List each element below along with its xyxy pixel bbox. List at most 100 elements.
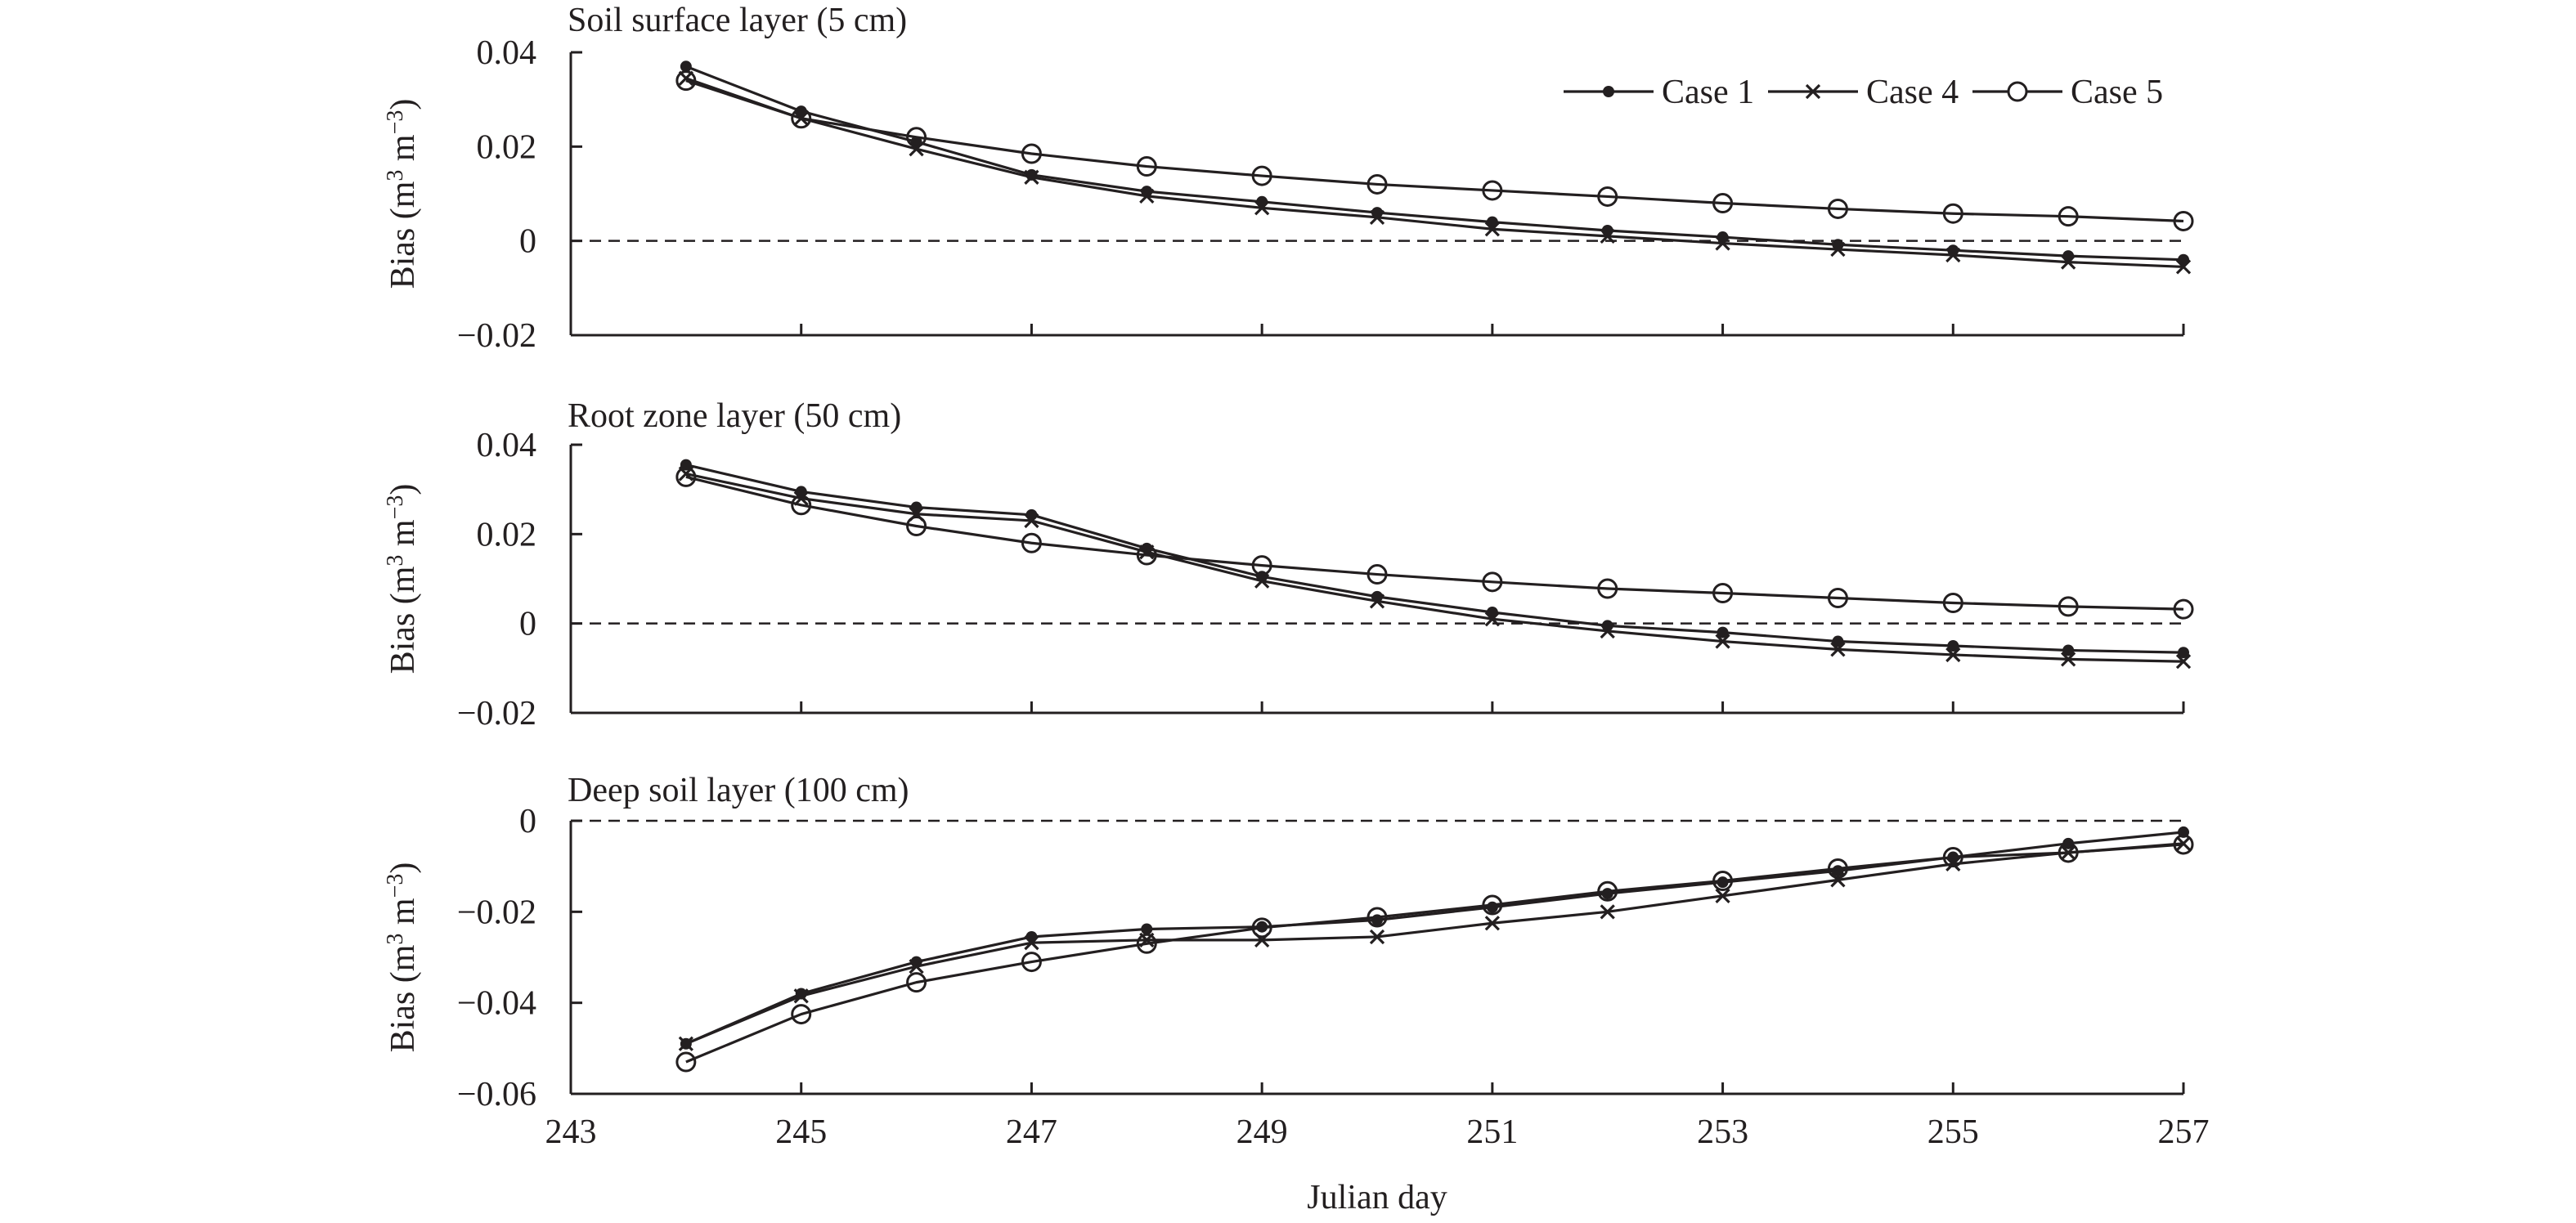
data-point-case-4 bbox=[1369, 594, 1385, 609]
data-point-case-5 bbox=[1482, 894, 1503, 916]
data-point-case-1 bbox=[2178, 647, 2189, 659]
x-tick-label: 257 bbox=[2158, 1113, 2210, 1151]
data-point-case-5 bbox=[1712, 193, 1734, 214]
data-point-case-5 bbox=[2173, 598, 2194, 620]
data-point-case-5 bbox=[1367, 907, 1388, 928]
series-line-case-5 bbox=[685, 79, 2184, 223]
legend-marker bbox=[1805, 83, 1821, 100]
data-point-case-4 bbox=[1715, 235, 1730, 251]
panel-title: Deep soil layer (100 cm) bbox=[568, 772, 909, 809]
data-point-case-5 bbox=[675, 1051, 697, 1073]
y-axis-title-text: m bbox=[384, 519, 422, 555]
y-tick-label: 0 bbox=[519, 803, 536, 840]
data-point-case-5 bbox=[906, 127, 927, 148]
y-axis-title-superscript: 3 bbox=[383, 170, 408, 181]
data-point-case-1 bbox=[1947, 640, 1959, 652]
data-point-case-4 bbox=[1715, 634, 1730, 649]
data-point-case-5 bbox=[1827, 198, 1848, 219]
data-point-case-4 bbox=[1600, 623, 1615, 639]
x-tick-label: 249 bbox=[1236, 1113, 1288, 1151]
data-point-case-4 bbox=[1139, 188, 1155, 204]
data-point-case-1 bbox=[2062, 644, 2075, 656]
data-point-case-1 bbox=[680, 60, 692, 73]
data-point-case-1 bbox=[1256, 195, 1268, 208]
y-axis-title-superscript: −3 bbox=[383, 874, 408, 898]
data-point-case-1 bbox=[1717, 626, 1729, 638]
data-point-case-5 bbox=[1367, 564, 1388, 585]
y-tick-label: −0.02 bbox=[457, 894, 536, 931]
data-point-case-4 bbox=[1024, 169, 1039, 185]
y-tick-label: −0.02 bbox=[457, 317, 536, 355]
y-axis-title-text: Bias (m bbox=[384, 944, 422, 1052]
data-point-case-4 bbox=[1024, 513, 1039, 529]
data-point-case-5 bbox=[2058, 842, 2079, 863]
x-tick-label: 253 bbox=[1697, 1113, 1748, 1151]
data-point-case-4 bbox=[2061, 254, 2076, 270]
data-point-case-5 bbox=[1136, 156, 1157, 177]
data-point-case-5 bbox=[1827, 588, 1848, 609]
data-point-case-5 bbox=[1367, 173, 1388, 195]
data-point-case-4 bbox=[2061, 652, 2076, 667]
y-axis-title-superscript: 3 bbox=[383, 934, 408, 945]
panel-3: Deep soil layer (100 cm) −0.06 −0.04 −0.02 0… bbox=[383, 772, 2210, 1216]
x-tick-label: 245 bbox=[775, 1113, 827, 1151]
panel-title: Root zone layer (50 cm) bbox=[568, 397, 901, 435]
data-point-case-4 bbox=[1830, 642, 1846, 657]
series-line-case-1 bbox=[685, 65, 2184, 262]
x-axis-title: Julian day bbox=[1307, 1179, 1447, 1216]
series-line-case-5 bbox=[685, 475, 2184, 611]
data-point-case-5 bbox=[2058, 206, 2079, 227]
series-line-case-4 bbox=[685, 472, 2184, 663]
data-point-case-5 bbox=[1597, 578, 1618, 599]
data-point-case-4 bbox=[1600, 228, 1615, 244]
data-point-case-5 bbox=[1251, 165, 1272, 186]
y-axis-title-superscript: −3 bbox=[383, 110, 408, 135]
data-point-case-1 bbox=[1832, 635, 1844, 647]
y-tick-label: 0.02 bbox=[477, 128, 537, 166]
data-point-case-1 bbox=[1717, 231, 1729, 244]
data-point-case-4 bbox=[1945, 647, 1961, 663]
data-point-case-4 bbox=[1254, 573, 1270, 589]
legend-marker bbox=[2007, 81, 2028, 102]
data-point-case-5 bbox=[1597, 880, 1618, 902]
data-point-case-5 bbox=[1021, 143, 1042, 164]
data-point-case-4 bbox=[2175, 654, 2192, 670]
data-point-case-5 bbox=[2058, 596, 2079, 617]
data-point-case-4 bbox=[1484, 612, 1500, 627]
x-tick-label: 251 bbox=[1466, 1113, 1518, 1151]
y-axis-title-text: Bias (m bbox=[384, 181, 422, 289]
data-point-case-4 bbox=[2175, 259, 2192, 275]
y-axis-title-superscript: 3 bbox=[383, 555, 408, 567]
data-point-case-4 bbox=[909, 958, 924, 974]
y-tick-label: −0.02 bbox=[457, 695, 536, 732]
data-point-case-1 bbox=[1141, 923, 1153, 935]
y-axis-title: Bias (m3 m−3) bbox=[383, 99, 422, 289]
data-point-case-4 bbox=[2175, 835, 2192, 851]
y-axis-title-text: m bbox=[384, 134, 422, 170]
series-line-case-4 bbox=[685, 842, 2184, 1046]
data-point-case-4 bbox=[1600, 904, 1615, 920]
data-point-case-4 bbox=[1369, 929, 1385, 945]
data-point-case-5 bbox=[1251, 555, 1272, 576]
data-point-case-5 bbox=[906, 515, 927, 536]
y-tick-label: −0.06 bbox=[457, 1076, 536, 1113]
legend-label: Case 1 bbox=[1662, 74, 1754, 111]
x-tick-label: 243 bbox=[545, 1113, 597, 1151]
data-point-case-5 bbox=[675, 466, 697, 487]
data-point-case-4 bbox=[1484, 916, 1500, 931]
data-point-case-5 bbox=[2173, 834, 2194, 855]
data-point-case-5 bbox=[1597, 186, 1618, 207]
data-point-case-1 bbox=[2062, 250, 2075, 262]
data-point-case-5 bbox=[1942, 847, 1963, 868]
data-point-case-4 bbox=[1369, 209, 1385, 225]
data-point-case-4 bbox=[1715, 888, 1730, 903]
y-axis-title: Bias (m3 m−3) bbox=[383, 484, 422, 674]
data-point-case-5 bbox=[1136, 933, 1157, 954]
y-tick-label: 0.02 bbox=[477, 516, 537, 553]
data-point-case-4 bbox=[793, 988, 809, 1004]
data-point-case-5 bbox=[1942, 203, 1963, 224]
y-axis-title-superscript: −3 bbox=[383, 495, 408, 520]
y-tick-label: 0.04 bbox=[477, 34, 537, 72]
legend-label: Case 5 bbox=[2071, 74, 2163, 111]
